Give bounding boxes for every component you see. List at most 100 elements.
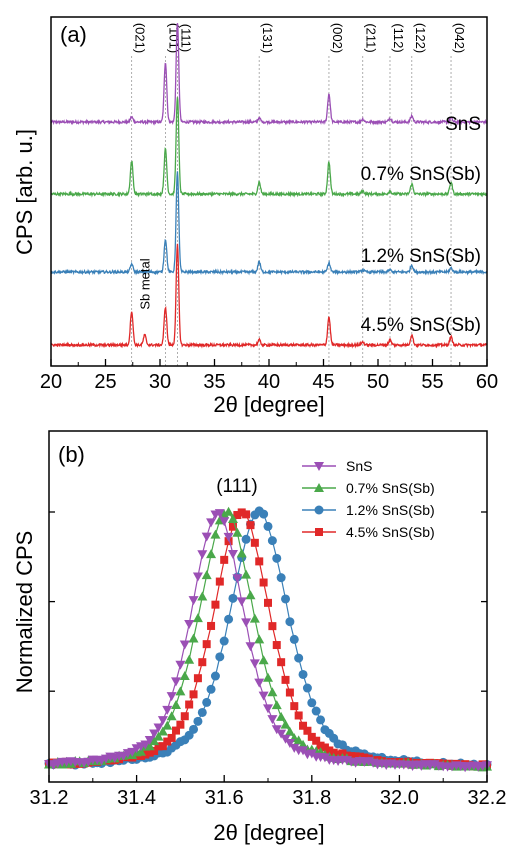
data-point	[325, 746, 334, 755]
data-point	[277, 658, 286, 667]
data-point	[127, 747, 138, 757]
panel-a-x-axis-title: 2θ [degree]	[213, 392, 324, 417]
normalized-line	[48, 510, 488, 767]
normalized-series-3	[45, 508, 491, 771]
data-point	[175, 686, 186, 696]
data-point	[162, 705, 173, 715]
panel-b-x-tick-label: 32.0	[380, 787, 419, 809]
data-point	[267, 536, 277, 546]
data-point	[272, 641, 281, 650]
hkl-label: (122)	[413, 23, 428, 53]
data-point	[233, 511, 242, 520]
data-point	[189, 724, 199, 734]
panel-a-x-tick-label: 50	[367, 371, 389, 393]
data-point	[293, 735, 304, 745]
legend-entry: 1.2% SnS(Sb)	[346, 502, 435, 518]
reference-lines: (021) (101)(111) (131) (002) (211) (112) (122)…	[131, 23, 467, 366]
normalized-series-0	[44, 509, 492, 773]
data-point	[329, 748, 338, 757]
sb-metal-annotation: Sb metal	[138, 258, 153, 309]
data-point	[289, 743, 300, 753]
data-point	[219, 517, 230, 527]
legend-marker	[314, 483, 324, 492]
data-point	[264, 598, 272, 607]
data-point	[284, 726, 295, 736]
data-point	[267, 715, 278, 725]
data-point	[144, 735, 155, 745]
data-point	[149, 729, 160, 739]
hkl-label: (112)	[391, 23, 406, 52]
data-point	[153, 731, 164, 741]
panel-b-x-tick-label: 31.4	[117, 787, 156, 809]
xrd-line-series-1	[50, 97, 488, 198]
data-point	[219, 636, 229, 646]
panel-a-letter: (a)	[60, 22, 87, 47]
data-point	[276, 729, 287, 739]
peak-111-annotation: (111)	[216, 476, 258, 497]
panel-a-x-tick-label: 45	[312, 371, 334, 393]
data-point	[215, 577, 224, 586]
data-point	[258, 691, 269, 701]
panel-b-x-tick-label: 32.2	[468, 787, 507, 809]
xrd-line-series-2	[50, 171, 488, 276]
data-point	[228, 522, 237, 531]
data-point	[351, 752, 360, 761]
normalized-series-group	[44, 506, 492, 773]
data-point	[254, 678, 265, 688]
legend-entry: 4.5% SnS(Sb)	[346, 524, 435, 540]
hkl-label: (111)	[178, 24, 193, 52]
data-point	[250, 538, 259, 547]
data-point	[154, 742, 163, 751]
data-point	[192, 572, 203, 582]
data-point	[271, 700, 282, 710]
data-point	[249, 613, 260, 623]
series-label: 4.5% SnS(Sb)	[361, 315, 481, 336]
data-point	[193, 716, 203, 726]
data-point	[184, 654, 195, 664]
panel-b-x-tick-label: 31.2	[30, 787, 69, 809]
data-point	[167, 733, 176, 742]
data-point	[189, 690, 198, 699]
legend-entry: 0.7% SnS(Sb)	[346, 480, 435, 496]
data-point	[289, 634, 299, 644]
data-point	[285, 688, 294, 697]
hkl-label: (002)	[330, 23, 345, 53]
data-point	[175, 660, 186, 670]
data-point	[180, 712, 189, 721]
data-point	[228, 593, 238, 603]
data-point	[202, 697, 212, 707]
data-point	[242, 510, 251, 519]
hkl-label: (021)	[133, 23, 148, 53]
data-point	[232, 527, 243, 537]
data-point	[198, 658, 207, 667]
panel-b-x-tick-label: 31.6	[205, 787, 244, 809]
series-label: 1.2% SnS(Sb)	[361, 246, 481, 267]
data-point	[306, 749, 317, 759]
data-point	[294, 711, 303, 720]
data-point	[245, 642, 256, 652]
data-point	[245, 590, 256, 600]
data-point	[192, 613, 203, 623]
data-point	[141, 750, 150, 759]
data-point	[347, 752, 356, 761]
legend-marker	[315, 528, 323, 536]
series-label: 0.7% SnS(Sb)	[361, 164, 481, 185]
data-point	[214, 509, 225, 519]
data-point	[206, 549, 217, 559]
panel-a-x-ticks: 20 25 30 35 40 45 50 55 60	[40, 359, 498, 393]
data-point	[276, 711, 287, 721]
data-point	[281, 594, 291, 604]
data-point	[179, 640, 190, 650]
data-point	[220, 555, 229, 564]
normalized-series-2	[44, 506, 492, 771]
data-point	[140, 740, 151, 750]
data-point	[145, 748, 154, 757]
data-point	[272, 553, 282, 563]
data-point	[307, 732, 316, 741]
data-point	[307, 698, 317, 708]
data-point	[268, 622, 277, 631]
legend-marker	[314, 462, 324, 471]
panel-b: 31.2 31.4 31.6 31.8 32.0 32.2 (b) (111) SnS 0.…	[12, 430, 507, 845]
panel-a-y-axis-title: CPS [arb. u.]	[12, 129, 37, 255]
panel-a-x-tick-label: 30	[149, 371, 171, 393]
